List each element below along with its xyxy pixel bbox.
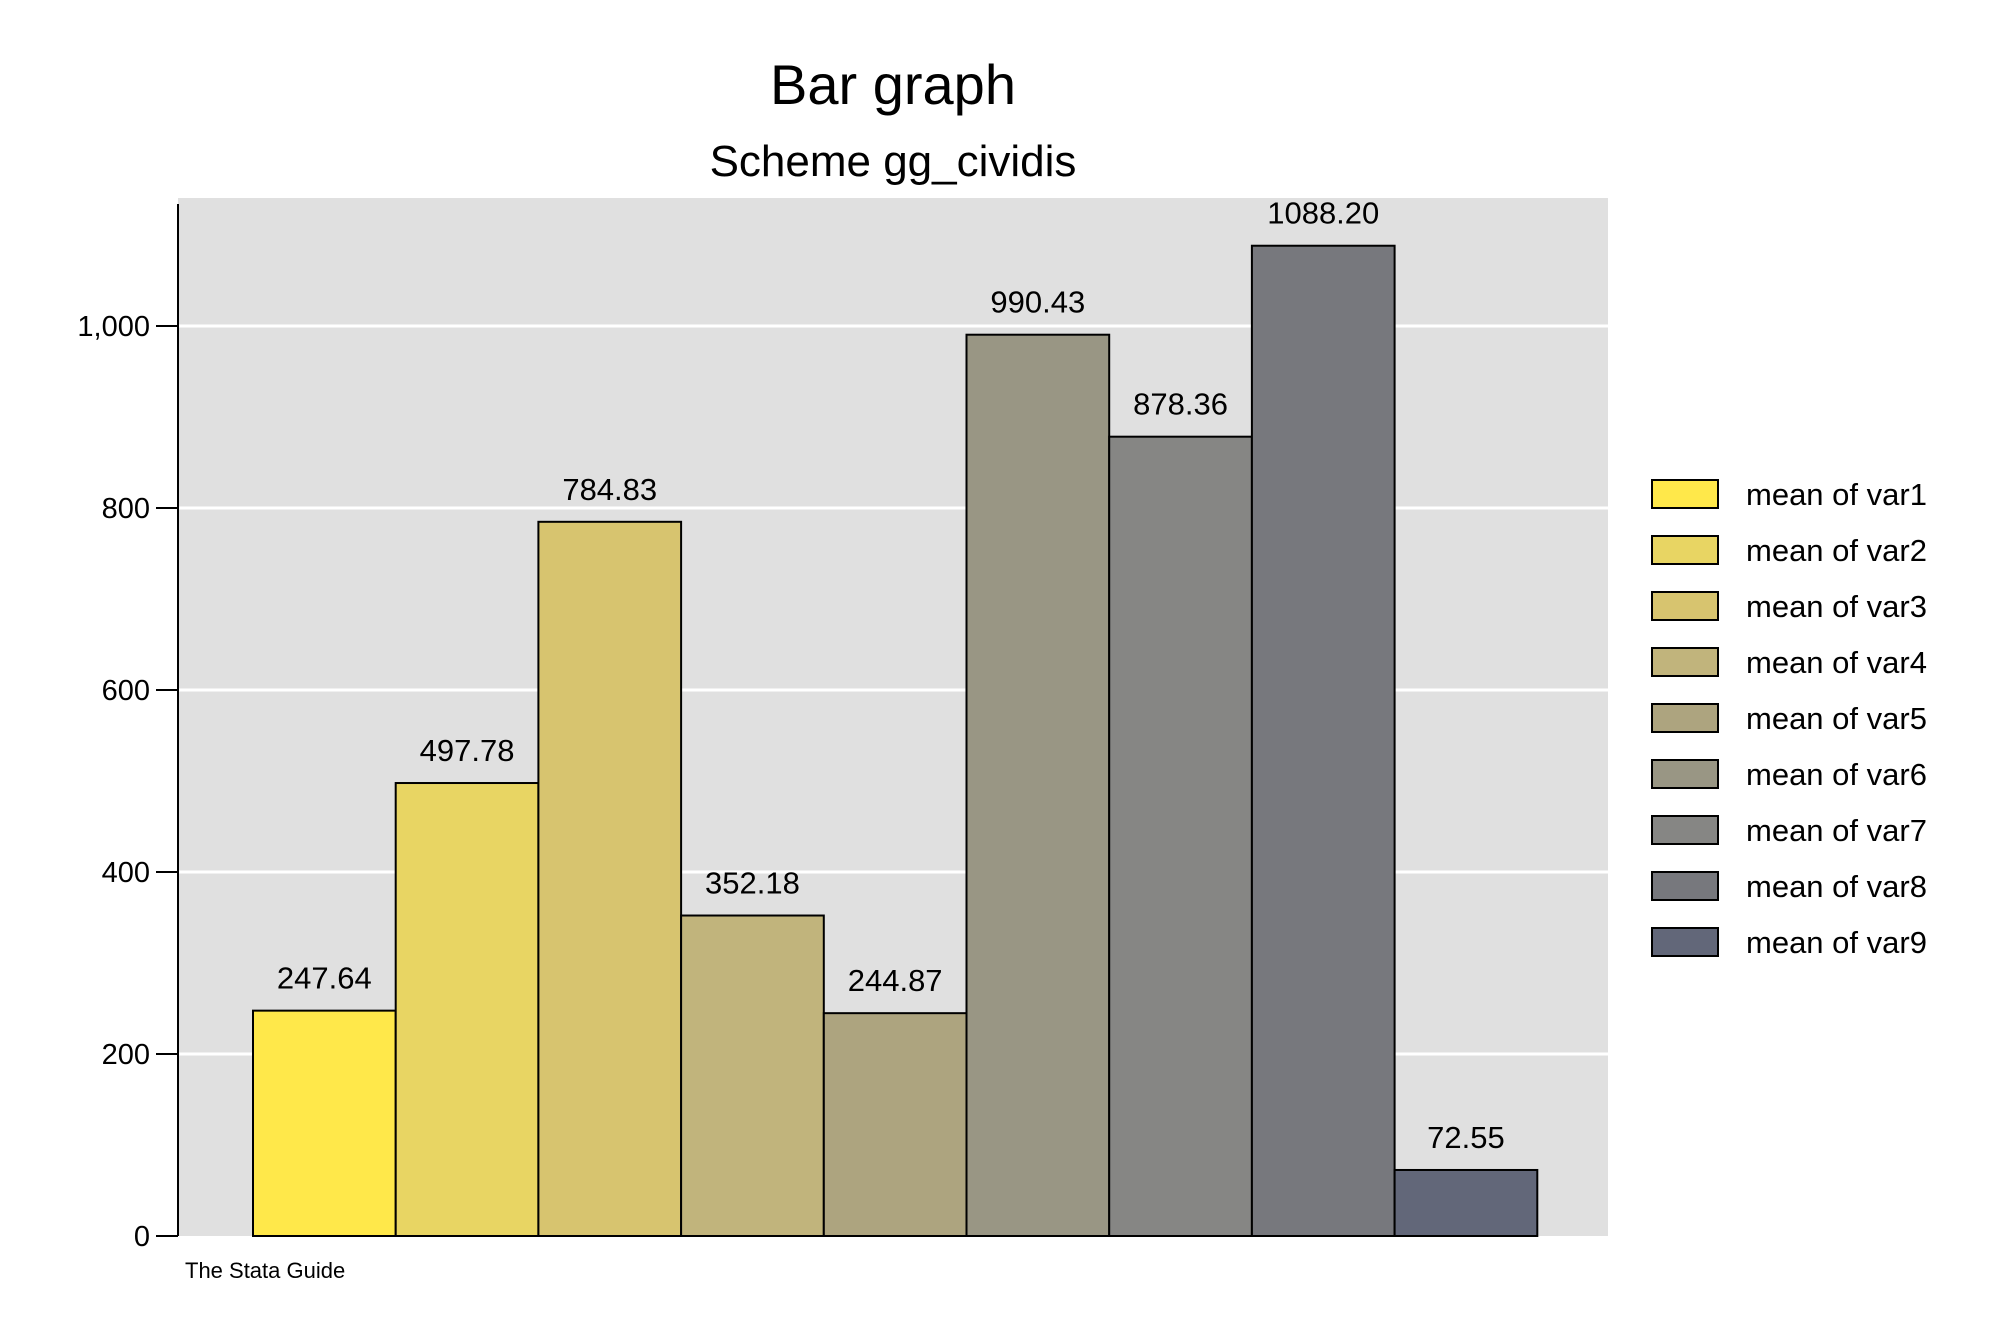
y-axis: 0 200 400 600 800 1,000: [77, 204, 179, 1253]
chart-note: The Stata Guide: [185, 1258, 345, 1283]
y-tick-label: 1,000: [77, 311, 150, 343]
bar-value-label: 72.55: [1427, 1120, 1505, 1155]
bar: [965, 333, 1111, 1238]
bar-value-label: 244.87: [848, 963, 943, 998]
bar-value-label: 878.36: [1133, 387, 1228, 422]
bars: [252, 244, 1539, 1238]
legend-label: mean of var7: [1746, 813, 1927, 848]
legend-swatch: [1651, 815, 1719, 845]
bar-value-label: 784.83: [562, 472, 657, 507]
legend-label: mean of var9: [1746, 925, 1927, 960]
bar-value-label: 352.18: [705, 866, 800, 901]
bar-value-label: 1088.20: [1267, 196, 1379, 231]
bar-value-label: 247.64: [277, 961, 372, 996]
y-tick-label: 800: [102, 493, 150, 525]
legend-label: mean of var8: [1746, 869, 1927, 904]
legend-swatch: [1651, 591, 1719, 621]
legend-label: mean of var4: [1746, 645, 1927, 680]
y-tick-label: 600: [102, 675, 150, 707]
chart-subtitle: Scheme gg_cividis: [710, 137, 1077, 186]
bar: [1393, 1168, 1539, 1237]
value-labels: 247.64 497.78 784.83 352.18 244.87 990.43 878.…: [277, 196, 1505, 1155]
legend-swatch: [1651, 927, 1719, 957]
chart-title: Bar graph: [770, 53, 1016, 116]
bar: [1250, 244, 1396, 1238]
legend-label: mean of var3: [1746, 589, 1927, 624]
legend: mean of var1 mean of var2 mean of var3 mean…: [1651, 477, 1927, 960]
legend-swatch: [1651, 703, 1719, 733]
legend-label: mean of var2: [1746, 533, 1927, 568]
bar-value-label: 990.43: [990, 285, 1085, 320]
legend-label: mean of var1: [1746, 477, 1927, 512]
legend-swatch: [1651, 871, 1719, 901]
legend-swatch: [1651, 535, 1719, 565]
y-tick-label: 0: [134, 1221, 150, 1253]
y-tick-label: 400: [102, 857, 150, 889]
bar: [680, 914, 825, 1237]
legend-swatch: [1651, 479, 1719, 509]
bar: [394, 782, 540, 1237]
bar: [252, 1009, 397, 1237]
bar: [537, 520, 683, 1237]
bar: [1108, 435, 1253, 1238]
legend-swatch: [1651, 647, 1719, 677]
bar-value-label: 497.78: [420, 733, 515, 768]
y-tick-label: 200: [102, 1039, 150, 1071]
legend-swatch: [1651, 759, 1719, 789]
legend-label: mean of var5: [1746, 701, 1927, 736]
legend-label: mean of var6: [1746, 757, 1927, 792]
bar: [822, 1012, 968, 1237]
